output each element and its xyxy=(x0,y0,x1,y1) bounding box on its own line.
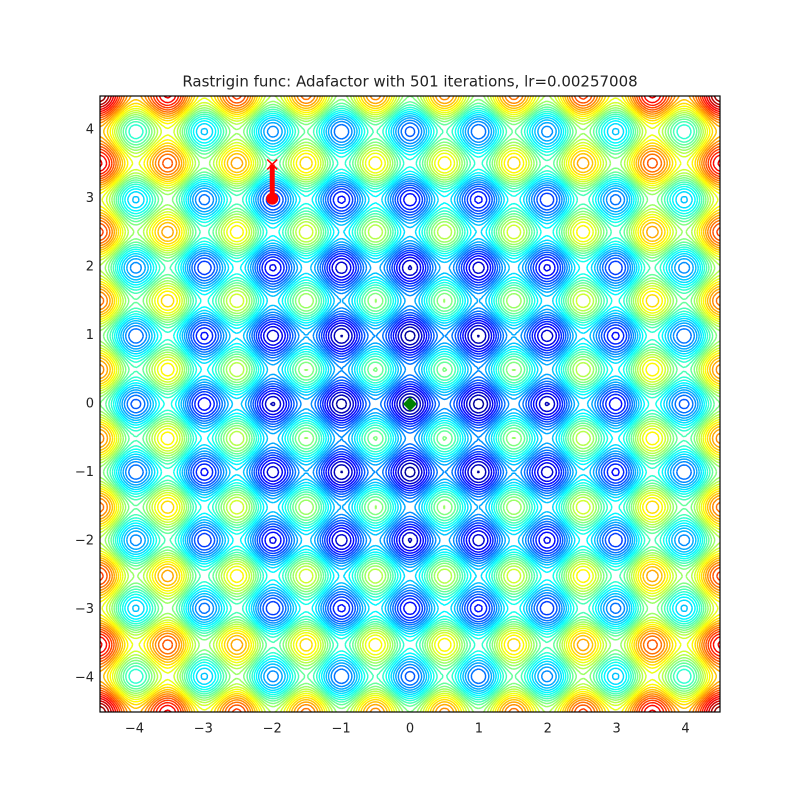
x-tick-label: −1 xyxy=(332,722,351,737)
contour-line xyxy=(126,122,694,686)
contour-line xyxy=(100,96,720,712)
contour-line xyxy=(100,96,720,712)
contour-line xyxy=(194,189,626,619)
global-minimum xyxy=(403,397,417,411)
contour-line xyxy=(100,96,720,712)
y-tick-label: 3 xyxy=(86,191,94,206)
contour-line xyxy=(112,108,708,700)
contour-line xyxy=(121,117,699,691)
y-tick-label: −1 xyxy=(75,465,94,480)
y-tick-label: −4 xyxy=(75,670,94,685)
contour-line xyxy=(100,96,720,712)
contour-line xyxy=(119,114,701,694)
contour-line xyxy=(191,186,629,622)
contour-line xyxy=(116,112,704,696)
contour-line xyxy=(130,125,690,683)
contour-line xyxy=(114,110,706,698)
y-tick-label: 2 xyxy=(86,260,94,275)
x-tick-label: 1 xyxy=(475,722,483,737)
contour-line xyxy=(100,96,720,712)
contour-line xyxy=(104,100,716,708)
y-tick-label: 0 xyxy=(86,397,94,412)
contour-line xyxy=(100,96,720,712)
y-tick-label: −3 xyxy=(75,602,94,617)
contour-line xyxy=(100,96,720,712)
contour-line xyxy=(100,96,720,712)
x-tick-label: 2 xyxy=(544,722,552,737)
y-tick-label: 4 xyxy=(86,123,94,138)
x-tick-label: 4 xyxy=(681,722,689,737)
x-tick-label: 3 xyxy=(613,722,621,737)
contour-line xyxy=(100,96,720,712)
contour-line xyxy=(100,96,720,712)
marks xyxy=(266,158,417,411)
x-tick-label: −4 xyxy=(125,722,144,737)
contour-line xyxy=(100,96,720,712)
contour-line xyxy=(100,96,720,712)
contour-set xyxy=(100,96,720,712)
contour-line xyxy=(108,104,712,704)
y-tick-label: 1 xyxy=(86,328,94,343)
x-tick-label: −2 xyxy=(263,722,282,737)
contour-line xyxy=(100,96,720,712)
contour-line xyxy=(269,264,551,544)
contour-line xyxy=(261,256,559,552)
start-marker xyxy=(266,158,278,170)
contour-line xyxy=(335,330,485,478)
contour-line xyxy=(100,96,720,712)
y-tick-label: −2 xyxy=(75,533,94,548)
contour-line xyxy=(100,96,720,712)
x-tick-label: 0 xyxy=(406,722,414,737)
chart-title: Rastrigin func: Adafactor with 501 itera… xyxy=(182,73,637,91)
contour-line xyxy=(123,119,697,689)
contour-line xyxy=(264,259,556,549)
contour-line xyxy=(100,96,720,712)
x-tick-label: −3 xyxy=(194,722,213,737)
contour-line xyxy=(100,96,720,712)
contour-line xyxy=(110,106,710,702)
contour-line xyxy=(197,192,623,616)
end-marker xyxy=(266,192,279,205)
